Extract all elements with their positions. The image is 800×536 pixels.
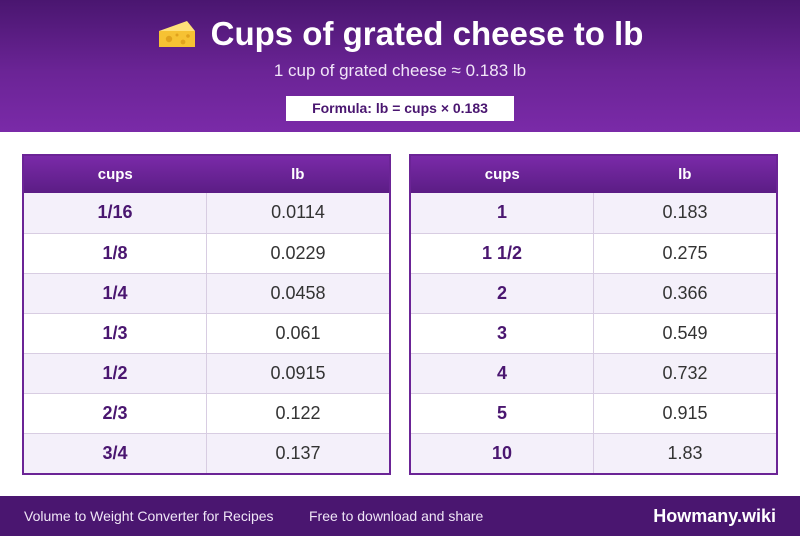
lb-cell: 0.0915 <box>270 363 326 383</box>
page-title-row: Cups of grated cheese to lb <box>0 14 800 54</box>
cups-cell: 1/2 <box>24 354 207 393</box>
table-row: 2/3 0.122 <box>24 393 389 433</box>
lb-cell: 0.137 <box>275 443 321 463</box>
brand-logo-text[interactable]: Howmany.wiki <box>653 506 776 526</box>
table-row: 1/4 0.0458 <box>24 273 389 313</box>
cups-cell: 1 1/2 <box>411 234 594 273</box>
table-header: cups lb <box>24 156 389 193</box>
column-header-lb: lb <box>291 166 305 183</box>
lb-cell: 0.0229 <box>270 243 326 263</box>
page-subtitle: 1 cup of grated cheese ≈ 0.183 lb <box>273 61 527 80</box>
conversion-table-left: cups lb 1/16 0.0114 1/8 0.0229 1/4 0.0458 1… <box>22 154 391 475</box>
lb-cell: 0.915 <box>662 403 708 423</box>
table-header: cups lb <box>411 156 776 193</box>
cups-cell: 4 <box>411 354 594 393</box>
table-row: 1 0.183 <box>411 193 776 233</box>
cups-cell: 2 <box>411 274 594 313</box>
lb-cell: 1.83 <box>667 443 703 463</box>
cups-cell: 10 <box>411 434 594 473</box>
column-header-cups: cups <box>97 166 133 183</box>
lb-cell: 0.732 <box>662 363 708 383</box>
table-row: 2 0.366 <box>411 273 776 313</box>
lb-cell: 0.275 <box>662 243 708 263</box>
cups-cell: 1 <box>411 193 594 233</box>
table-row: 10 1.83 <box>411 433 776 473</box>
table-row: 3 0.549 <box>411 313 776 353</box>
cups-cell: 1/16 <box>24 193 207 233</box>
lb-cell: 0.0458 <box>270 283 326 303</box>
table-row: 4 0.732 <box>411 353 776 393</box>
footer-share-note: Free to download and share <box>309 508 484 524</box>
lb-cell: 0.122 <box>275 403 321 423</box>
table-row: 1/2 0.0915 <box>24 353 389 393</box>
lb-cell: 0.366 <box>662 283 708 303</box>
cups-cell: 1/8 <box>24 234 207 273</box>
cups-cell: 3 <box>411 314 594 353</box>
table-row: 1/16 0.0114 <box>24 193 389 233</box>
page-title: Cups of grated cheese to lb <box>210 15 644 52</box>
column-header-cups: cups <box>484 166 520 183</box>
cups-cell: 2/3 <box>24 394 207 433</box>
footer-bar: Volume to Weight Converter for Recipes F… <box>0 496 800 536</box>
lb-cell: 0.0114 <box>271 202 325 222</box>
lb-cell: 0.183 <box>662 202 708 222</box>
header-banner: Cups of grated cheese to lb 1 cup of gra… <box>0 0 800 132</box>
table-row: 5 0.915 <box>411 393 776 433</box>
cups-cell: 5 <box>411 394 594 433</box>
cups-cell: 1/4 <box>24 274 207 313</box>
footer-tagline: Volume to Weight Converter for Recipes <box>24 508 274 524</box>
lb-cell: 0.549 <box>662 323 708 343</box>
table-row: 1 1/2 0.275 <box>411 233 776 273</box>
conversion-table-right: cups lb 1 0.183 1 1/2 0.275 2 0.366 3 0.549 … <box>409 154 778 475</box>
cups-cell: 1/3 <box>24 314 207 353</box>
lb-cell: 0.061 <box>275 323 321 343</box>
table-row: 1/3 0.061 <box>24 313 389 353</box>
table-row: 3/4 0.137 <box>24 433 389 473</box>
table-row: 1/8 0.0229 <box>24 233 389 273</box>
formula-badge: Formula: lb = cups × 0.183 <box>286 96 514 121</box>
column-header-lb: lb <box>678 166 692 183</box>
cups-cell: 3/4 <box>24 434 207 473</box>
cheese-icon <box>158 21 195 47</box>
